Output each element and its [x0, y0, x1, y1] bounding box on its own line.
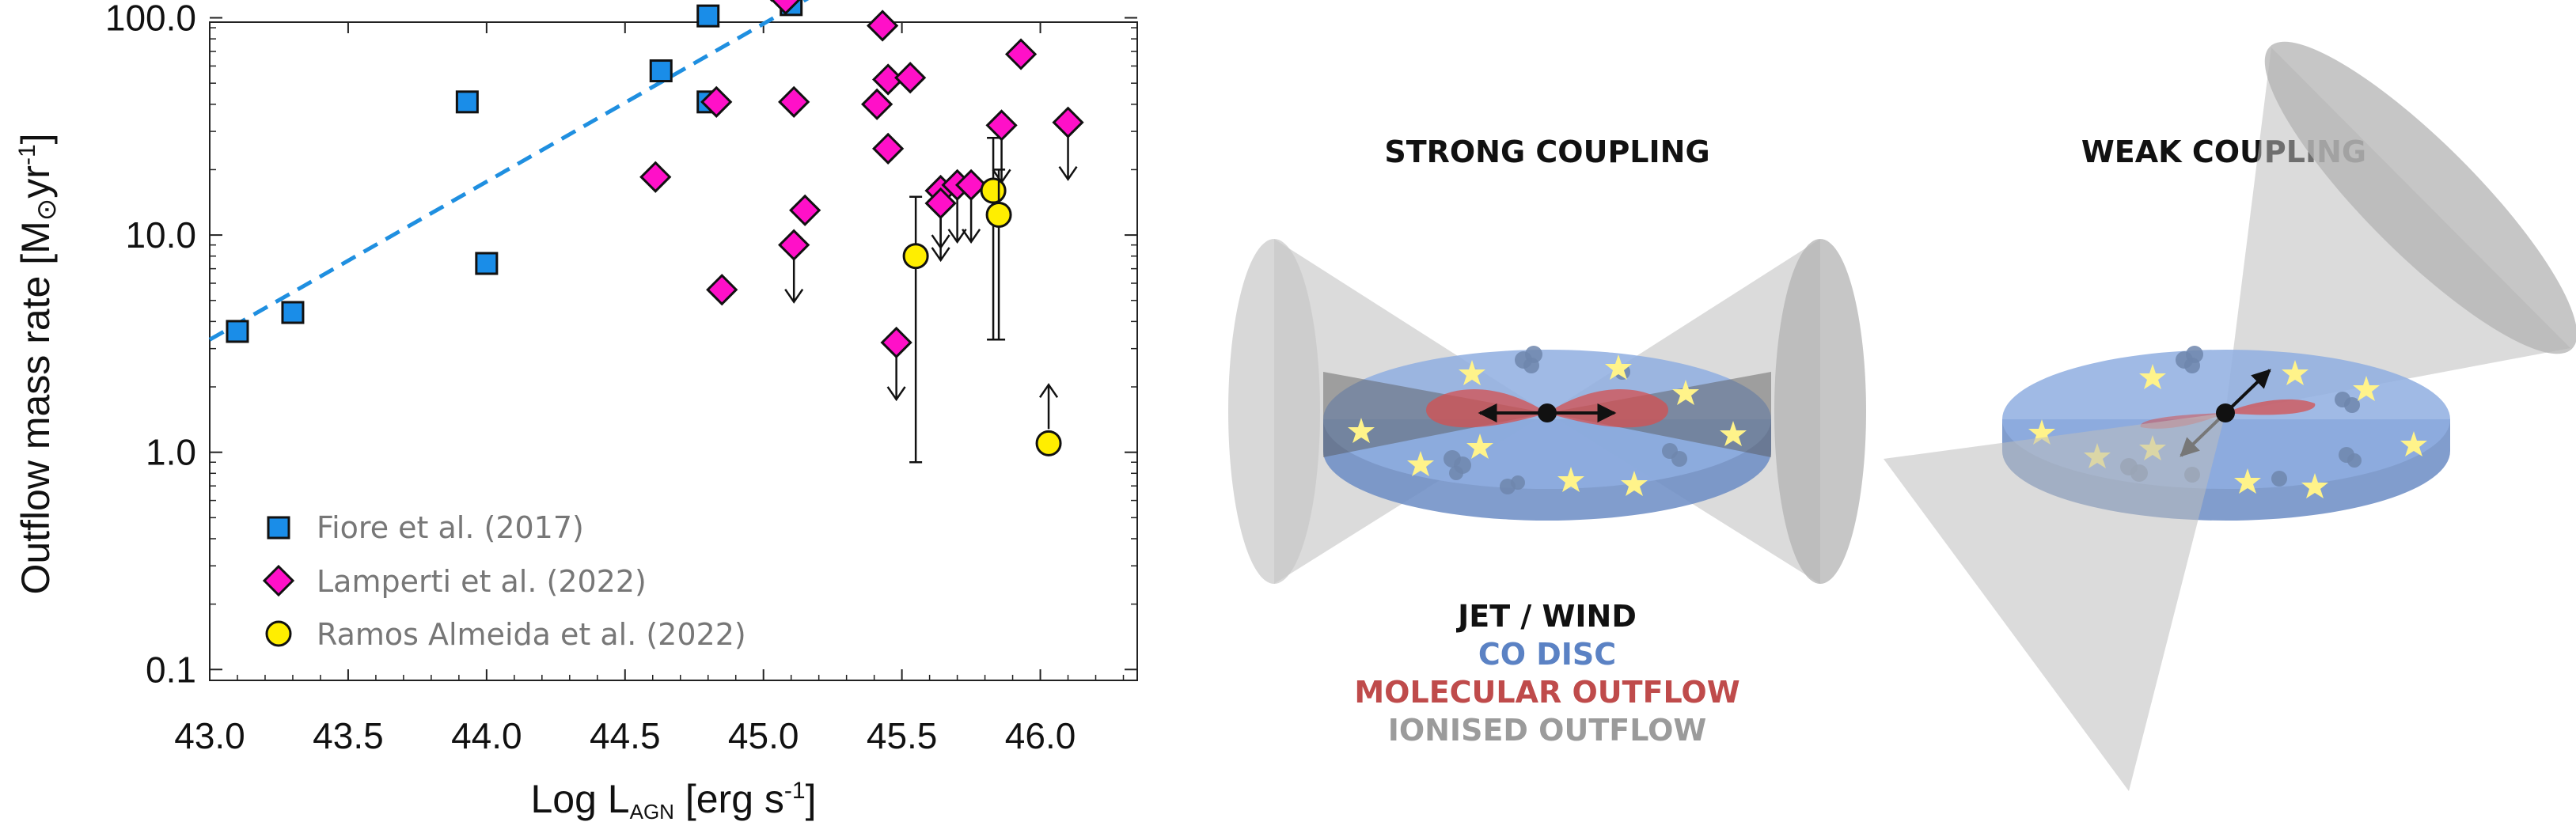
weak-coupling-panel	[1884, 41, 2576, 791]
plot-frame	[209, 21, 1138, 681]
y-tick-label: 0.1	[146, 649, 196, 690]
key-jet-wind: JET / WIND	[1455, 599, 1637, 634]
scatter-chart: 43.0 43.5 44.0 44.5 45.0 45.5 46.0 0.1 1.0 10.0 1…	[13, 0, 1138, 824]
legend-label-fiore: Fiore et al. (2017)	[317, 510, 584, 545]
data-points	[226, 0, 1084, 464]
ramos-point	[980, 177, 1007, 204]
lamperti-upper-limit-head	[1058, 166, 1078, 181]
ramos-point	[1035, 430, 1062, 456]
x-tick-label: 46.0	[1005, 715, 1076, 756]
agn-core	[1538, 403, 1557, 422]
lamperti-point	[778, 85, 810, 118]
lamperti-upper-limit-head	[931, 247, 950, 263]
legend-marker-fiore	[267, 516, 290, 540]
lamperti-point	[789, 194, 821, 226]
y-minor-ticks	[210, 27, 1137, 605]
fit-line	[208, 0, 810, 342]
legend: Fiore et al. (2017) Lamperti et al. (202…	[262, 510, 746, 652]
ramos-point	[985, 201, 1012, 228]
y-tick-label: 1.0	[146, 432, 196, 473]
ramos-point	[902, 243, 929, 270]
legend-marker-lamperti	[262, 564, 295, 597]
lamperti-point	[1004, 38, 1038, 70]
fiore-point	[226, 320, 249, 343]
lamperti-point	[700, 85, 733, 118]
lamperti-point	[893, 62, 927, 94]
x-tick-label: 45.5	[867, 715, 938, 756]
lamperti-point	[639, 161, 672, 193]
lamperti-point	[985, 109, 1018, 142]
y-tick-label: 10.0	[125, 214, 196, 256]
legend-marker-ramos	[265, 620, 292, 647]
x-tick-label: 43.0	[174, 715, 245, 756]
ramos-lower-limit-head	[1039, 383, 1059, 399]
ionised-cone-lower	[1884, 413, 2225, 791]
lamperti-point	[924, 187, 957, 220]
legend-label-lamperti: Lamperti et al. (2022)	[317, 564, 647, 599]
legend-label-ramos: Ramos Almeida et al. (2022)	[317, 617, 746, 652]
lamperti-upper-limit-head	[962, 229, 981, 244]
y-tick-label: 100.0	[105, 0, 196, 39]
fiore-point	[281, 301, 305, 324]
agn-core-weak	[2216, 403, 2235, 422]
coupling-diagram: STRONG COUPLING WEAK COUPLING	[1228, 41, 2576, 791]
strong-coupling-title: STRONG COUPLING	[1384, 134, 1709, 169]
x-tick-label: 44.0	[451, 715, 522, 756]
y-ticks: 0.1 1.0 10.0 100.0	[105, 0, 1137, 690]
lamperti-point	[770, 0, 801, 15]
strong-coupling-panel	[1228, 239, 1866, 584]
x-tick-label: 44.5	[590, 715, 661, 756]
key-co-disc: CO DISC	[1478, 637, 1616, 672]
ionised-cone-left-base	[1228, 239, 1320, 584]
molecular-outflow-weak-right	[2225, 399, 2316, 415]
x-tick-label: 43.5	[313, 715, 384, 756]
lamperti-point	[861, 88, 893, 120]
lamperti-upper-limit-head	[947, 229, 967, 244]
x-tick-label: 45.0	[728, 715, 799, 756]
x-axis-title: Log LAGN [erg s-1]	[530, 777, 816, 824]
lamperti-point	[880, 326, 912, 359]
jet-arrow-up	[2224, 369, 2271, 415]
key-ionised-outflow: IONISED OUTFLOW	[1388, 713, 1707, 748]
ionised-cone-upper-base	[2264, 41, 2576, 354]
ionised-cone-right-base	[1774, 239, 1866, 584]
lamperti-point	[872, 132, 905, 165]
lamperti-upper-limit-head	[784, 288, 804, 304]
lamperti-point	[778, 229, 810, 261]
fiore-point	[455, 90, 479, 114]
lamperti-point	[1052, 106, 1084, 138]
lamperti-point	[867, 9, 899, 42]
disc-stars	[1348, 354, 1747, 496]
lamperti-point	[954, 169, 988, 201]
lamperti-point	[706, 274, 738, 306]
diagram-key: JET / WIND CO DISC MOLECULAR OUTFLOW ION…	[1354, 599, 1739, 748]
jet-arrow-down	[2180, 411, 2227, 457]
x-ticks: 43.0 43.5 44.0 44.5 45.0 45.5 46.0	[174, 22, 1125, 756]
fiore-point	[696, 4, 720, 28]
fiore-point	[649, 59, 673, 83]
lamperti-upper-limit-head	[886, 386, 906, 402]
fiore-point	[475, 252, 499, 275]
y-axis-title: Outflow mass rate [M⊙yr-1]	[13, 133, 62, 594]
key-molecular-outflow: MOLECULAR OUTFLOW	[1354, 675, 1739, 710]
